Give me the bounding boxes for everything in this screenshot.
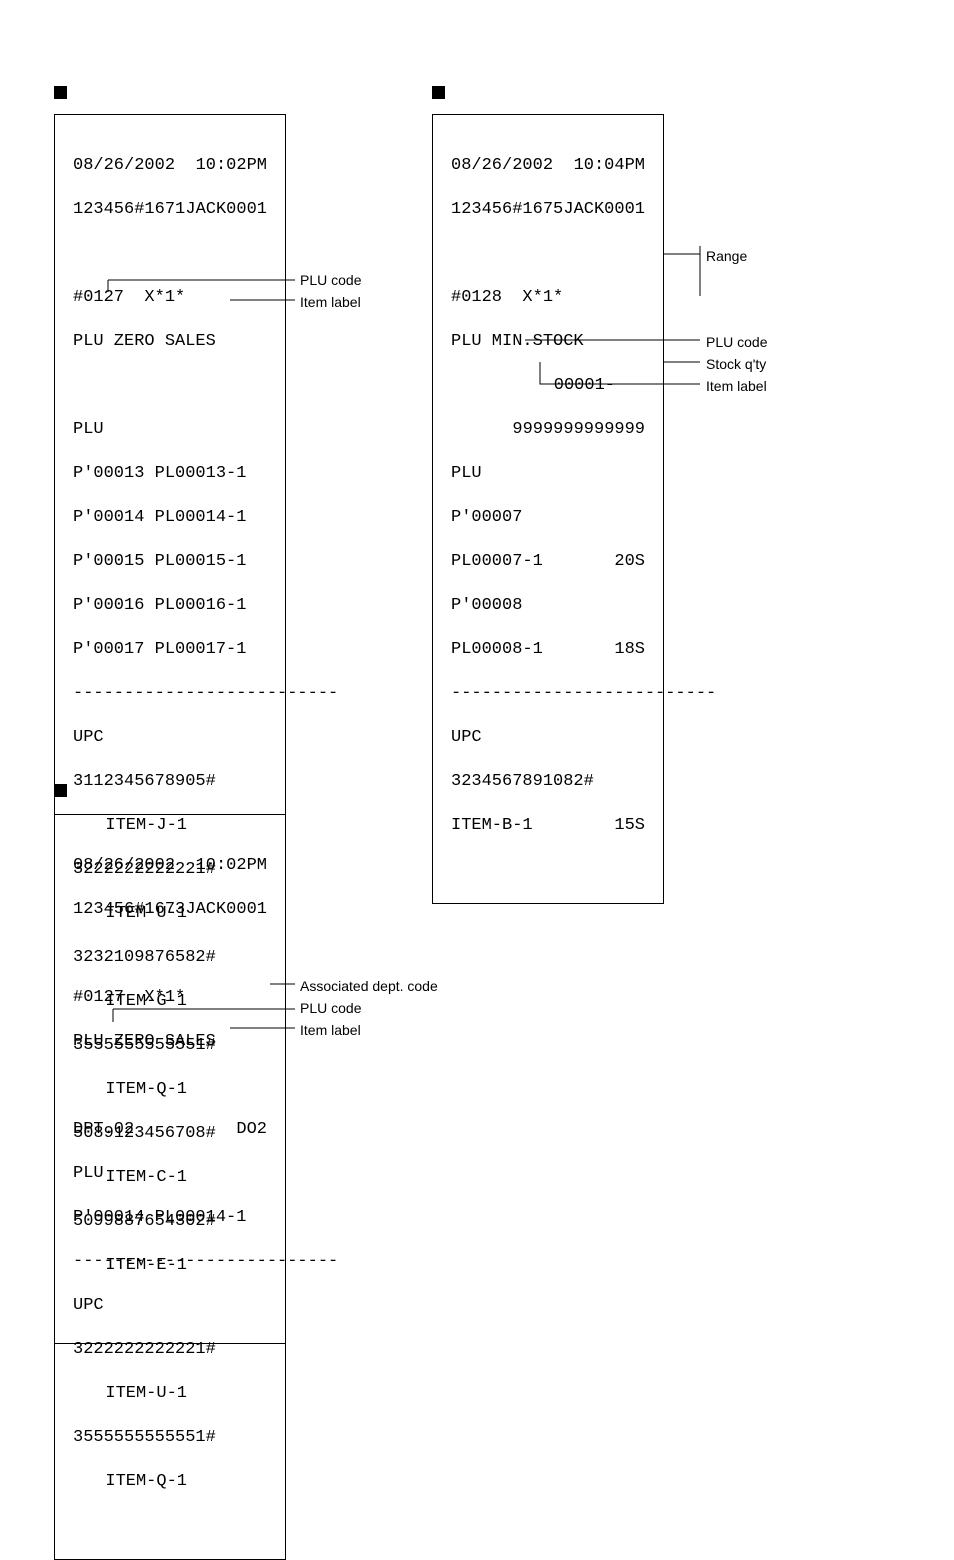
upc-label: ITEM-B-115S	[451, 815, 645, 837]
report-title: PLU MIN.STOCK	[451, 331, 645, 353]
dept-row: DPT.02DO2	[73, 1119, 267, 1141]
report-no: #0128 X*1*	[451, 287, 645, 309]
section-heading: PLU	[451, 463, 645, 485]
time: 10:04PM	[574, 155, 645, 177]
annotation-item-label: Item label	[300, 1022, 361, 1038]
annotation-dept-code: Associated dept. code	[300, 978, 438, 994]
time: 10:02PM	[196, 855, 267, 877]
upc-label: ITEM-Q-1	[73, 1471, 267, 1493]
annotation-plu-code: PLU code	[300, 272, 361, 288]
annotation-plu-code: PLU code	[300, 1000, 361, 1016]
plu-row: P'00008	[451, 595, 645, 617]
range-end: 9999999999999	[451, 419, 645, 441]
plu-row: PL00008-118S	[451, 639, 645, 661]
txn-no: 123456#1673	[73, 899, 185, 921]
txn-no: 123456#1675	[451, 199, 563, 221]
clerk: JACK0001	[185, 899, 267, 921]
page: 08/26/200210:02PM 123456#1671JACK0001 #0…	[0, 0, 954, 1348]
upc-row: 3555555555551#	[73, 1427, 267, 1449]
plu-row: PL00007-120S	[451, 551, 645, 573]
date: 08/26/2002	[451, 155, 553, 177]
report-no: #0127 X*1*	[73, 987, 267, 1009]
upc-label: ITEM-U-1	[73, 1383, 267, 1405]
annotation-plu-code: PLU code	[706, 334, 767, 350]
section-heading: UPC	[73, 1295, 267, 1317]
range-start: 00001-	[451, 375, 645, 397]
plu-row: P'00007	[451, 507, 645, 529]
divider: --------------------------	[73, 1251, 267, 1273]
upc-row: 3234567891082#	[451, 771, 645, 793]
clerk: JACK0001	[563, 199, 645, 221]
plu-row: P'00014 PL00014-1	[73, 1207, 267, 1229]
report-title: PLU ZERO SALES	[73, 1031, 267, 1053]
divider: --------------------------	[451, 683, 645, 705]
date: 08/26/2002	[73, 855, 175, 877]
section-heading: UPC	[451, 727, 645, 749]
upc-row: 3222222222221#	[73, 1339, 267, 1361]
receipt-plu-min-stock: 08/26/2002 10:04PM 123456#1675JACK0001 #0…	[432, 114, 664, 904]
annotation-range: Range	[706, 248, 747, 264]
annotation-stock-qty: Stock q'ty	[706, 356, 766, 372]
receipt-plu-zero-sales-dept: 08/26/2002 10:02PM 123456#1673JACK0001 #0…	[54, 814, 286, 1560]
section-heading: PLU	[73, 1163, 267, 1185]
annotation-item-label: Item label	[706, 378, 767, 394]
annotation-item-label: Item label	[300, 294, 361, 310]
